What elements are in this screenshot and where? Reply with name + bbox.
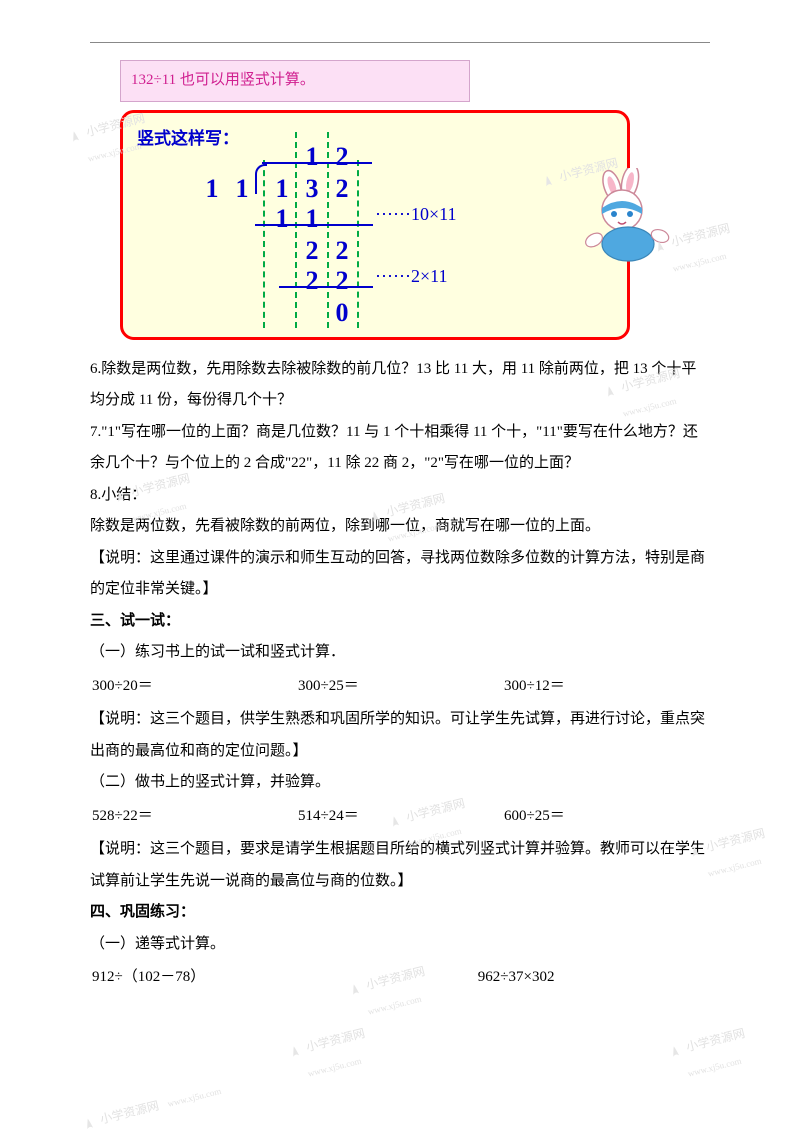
paragraph-8-title: 8.小结： <box>90 480 710 512</box>
exercise: 912÷（102－78） <box>92 962 476 994</box>
exercise-row-1: 300÷20＝ 300÷25＝ 300÷12＝ <box>90 669 710 705</box>
exercise: 300÷20＝ <box>92 671 296 703</box>
exercise: 300÷25＝ <box>298 671 502 703</box>
exercise-row-2: 528÷22＝ 514÷24＝ 600÷25＝ <box>90 799 710 835</box>
hline <box>279 286 373 288</box>
header-text: 132÷11 也可以用竖式计算。 <box>131 72 315 88</box>
section-3b: （二）做书上的竖式计算，并验算。 <box>90 767 710 799</box>
watermark: 小学资源网 www.xj5u.com <box>285 1021 374 1089</box>
exercise: 514÷24＝ <box>298 801 502 833</box>
section-4a: （一）递等式计算。 <box>90 929 710 961</box>
digit: 1 <box>267 192 297 247</box>
digit: 0 <box>327 286 357 341</box>
top-rule <box>90 42 710 43</box>
digit: 2 <box>327 162 357 217</box>
exercise: 300÷12＝ <box>504 671 708 703</box>
digit: 2 <box>297 254 327 309</box>
division-bracket <box>255 164 267 194</box>
watermark: 小学资源网 www.xj5u.com <box>665 1021 754 1089</box>
division-work: 1 2 1 1 1 3 2 1 1 ⋯⋯10×11 2 2 2 2 ⋯⋯2×11… <box>197 160 547 330</box>
section-4-title: 四、巩固练习： <box>90 897 710 929</box>
rabbit-icon <box>584 168 672 263</box>
header-box: 132÷11 也可以用竖式计算。 <box>120 60 470 102</box>
digit: 1 <box>227 162 257 217</box>
annotation: ⋯⋯10×11 <box>375 196 456 234</box>
section-3-exp1: 【说明：这三个题目，供学生熟悉和巩固所学的知识。可让学生先试算，再进行讨论，重点… <box>90 704 710 767</box>
division-box: 竖式这样写： 1 2 1 1 1 3 2 1 1 ⋯⋯10×11 2 2 2 2… <box>120 110 630 340</box>
exercise: 962÷37×302 <box>478 962 708 994</box>
section-3a: （一）练习书上的试一试和竖式计算． <box>90 637 710 669</box>
annotation: ⋯⋯2×11 <box>375 258 447 296</box>
exercise: 528÷22＝ <box>92 801 296 833</box>
paragraph-6: 6.除数是两位数，先用除数去除被除数的前几位？13 比 11 大，用 11 除前… <box>90 354 710 417</box>
digit: 1 <box>197 162 227 217</box>
watermark: 小学资源网 www.xj5u.com <box>79 1078 224 1137</box>
exercise: 600÷25＝ <box>504 801 708 833</box>
paragraph-7: 7."1"写在哪一位的上面？商是几位数？11 与 1 个十相乘得 11 个十，"… <box>90 417 710 480</box>
exercise-row-3: 912÷（102－78） 962÷37×302 <box>90 960 710 996</box>
paragraph-8a: 除数是两位数，先看被除数的前两位，除到哪一位，商就写在哪一位的上面。 <box>90 511 710 543</box>
section-3-exp2: 【说明：这三个题目，要求是请学生根据题目所给的横式列竖式计算并验算。教师可以在学… <box>90 834 710 897</box>
section-3-title: 三、试一试： <box>90 606 710 638</box>
paragraph-8b: 【说明：这里通过课件的演示和师生互动的回答，寻找两位数除多位数的计算方法，特别是… <box>90 543 710 606</box>
division-title: 竖式这样写： <box>137 121 613 157</box>
dash-line <box>357 160 359 328</box>
